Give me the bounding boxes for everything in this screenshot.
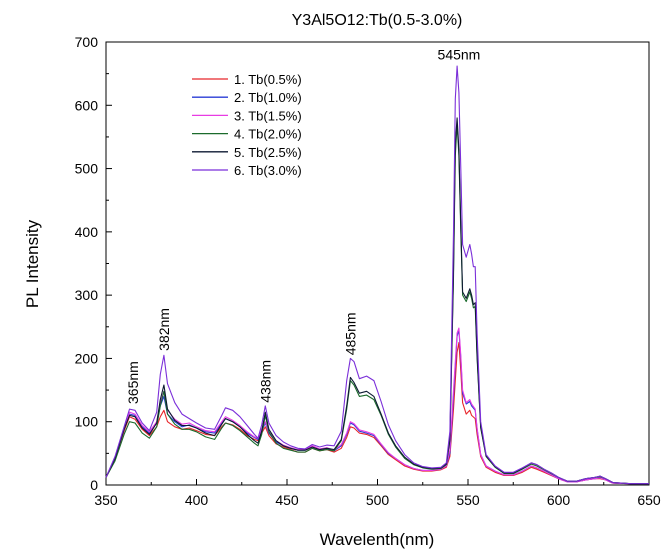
series-line-4 <box>105 123 649 485</box>
peak-label: 382nm <box>156 308 172 351</box>
x-tick-label: 450 <box>275 492 299 508</box>
legend-label: 5. Tb(2.5%) <box>234 145 302 160</box>
series-line-6 <box>105 65 649 485</box>
peak-annotations: 365nm 382nm 438nm 485nm 545nm <box>125 47 480 404</box>
x-axis-title: Wavelenth(nm) <box>320 530 435 549</box>
y-tick-label: 300 <box>75 287 99 303</box>
legend-label: 3. Tb(1.5%) <box>234 108 302 123</box>
series-layer <box>105 65 649 485</box>
y-tick-label: 600 <box>75 97 99 113</box>
x-tick-label: 600 <box>547 492 571 508</box>
series-line-1 <box>105 342 649 485</box>
legend-label: 6. Tb(3.0%) <box>234 163 302 178</box>
x-tick-label: 650 <box>637 492 661 508</box>
y-axis: 0 100 200 300 400 500 600 700 <box>75 34 112 493</box>
peak-label: 438nm <box>257 360 273 403</box>
peak-label: 485nm <box>342 312 358 355</box>
legend-label: 4. Tb(2.0%) <box>234 127 302 142</box>
peak-label: 545nm <box>438 47 481 63</box>
legend-label: 2. Tb(1.0%) <box>234 90 302 105</box>
x-tick-label: 350 <box>94 492 118 508</box>
y-tick-label: 200 <box>75 350 99 366</box>
plot-frame <box>105 41 650 486</box>
x-tick-label: 400 <box>185 492 209 508</box>
legend: 1. Tb(0.5%) 2. Tb(1.0%) 3. Tb(1.5%) 4. Tb(2… <box>192 72 302 178</box>
y-axis-title: PL Intensity <box>23 219 42 308</box>
y-tick-label: 400 <box>75 224 99 240</box>
x-axis: 350 400 450 500 550 600 650 <box>94 479 661 508</box>
x-tick-label: 500 <box>366 492 390 508</box>
y-tick-label: 500 <box>75 161 99 177</box>
y-tick-label: 0 <box>90 477 98 493</box>
series-line-3 <box>105 327 649 485</box>
y-tick-label: 100 <box>75 414 99 430</box>
legend-label: 1. Tb(0.5%) <box>234 72 302 87</box>
x-tick-label: 550 <box>456 492 480 508</box>
peak-label: 365nm <box>125 361 141 404</box>
chart-title: Y3Al5O12:Tb(0.5-3.0%) <box>292 12 463 29</box>
y-tick-label: 700 <box>75 34 99 50</box>
